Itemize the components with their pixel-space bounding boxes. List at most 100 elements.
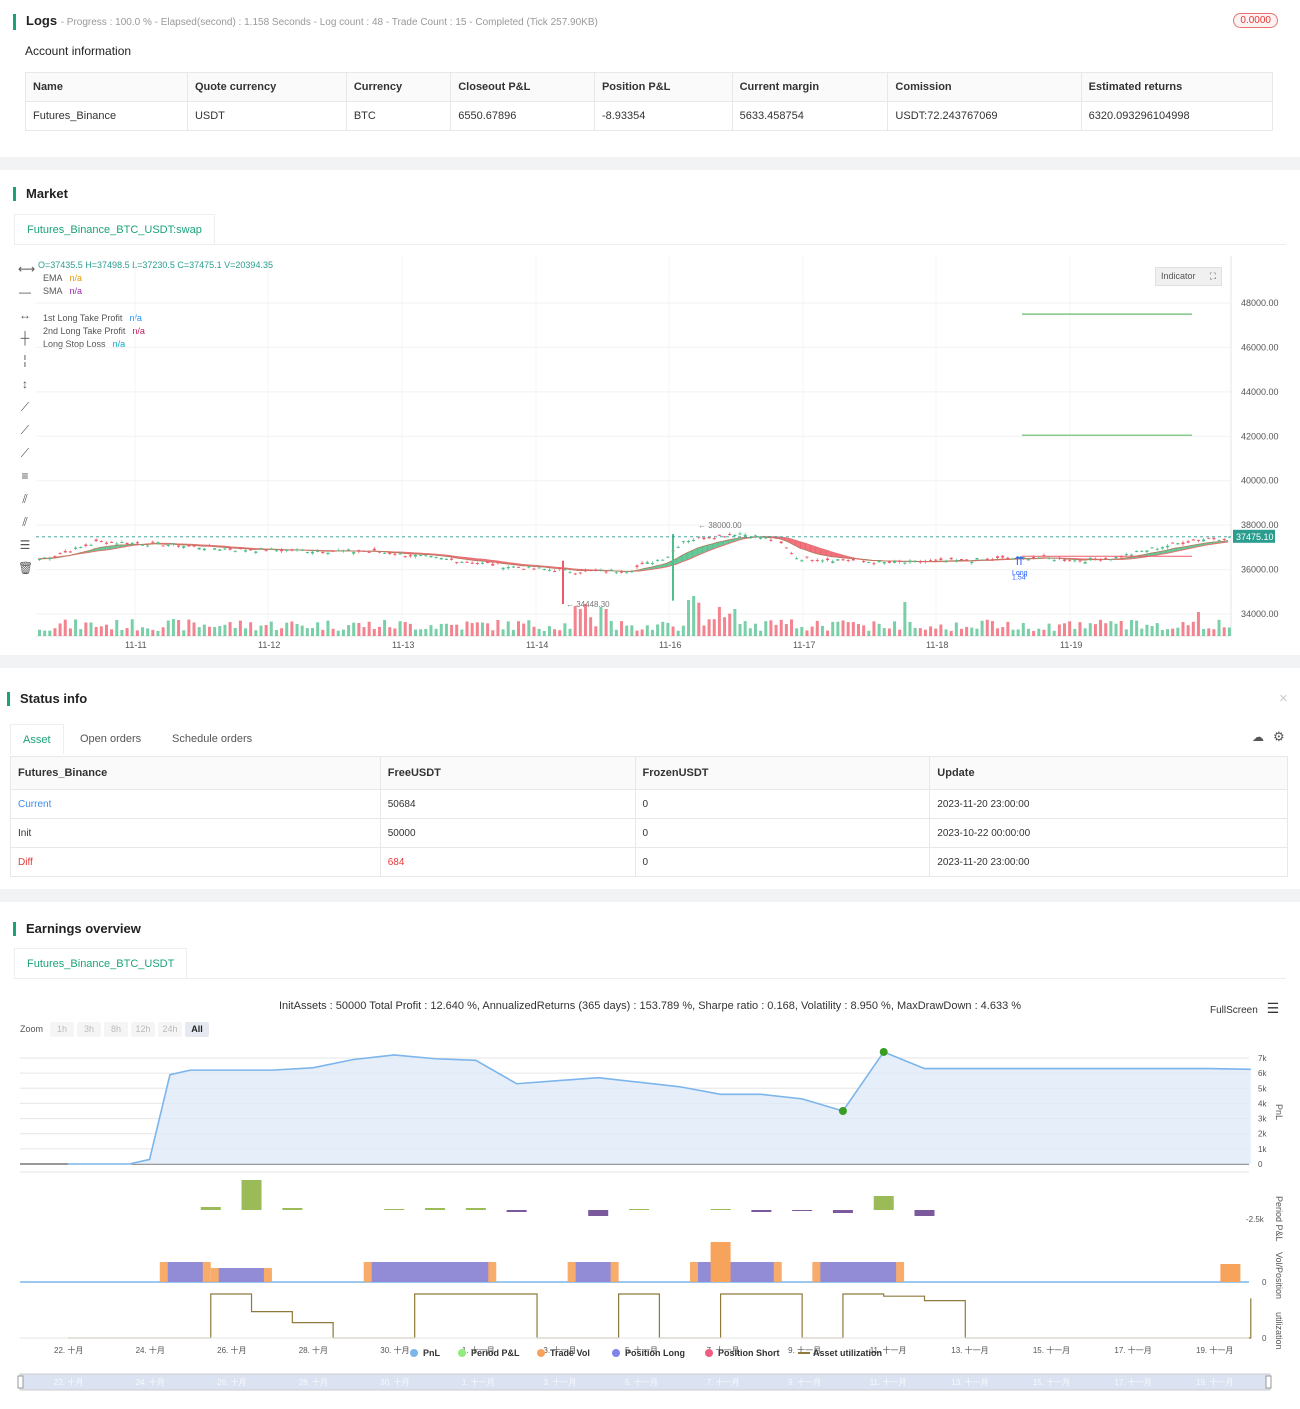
trash-icon[interactable]: 🗑 bbox=[18, 561, 34, 575]
vol-tick: 0 bbox=[1262, 1278, 1267, 1287]
account-col-header: Quote currency bbox=[186, 72, 347, 102]
candle bbox=[558, 567, 562, 570]
volume-bar bbox=[388, 627, 392, 636]
volume-bar bbox=[310, 628, 314, 636]
candle bbox=[1042, 555, 1046, 557]
volume-bar bbox=[367, 621, 371, 636]
volume-bar bbox=[784, 624, 788, 636]
candle bbox=[882, 562, 886, 564]
fibonacci-icon[interactable]: ⫽ bbox=[22, 515, 28, 529]
candle bbox=[233, 550, 237, 552]
volume-bar bbox=[656, 624, 660, 636]
period-tick: -2.5k bbox=[1246, 1215, 1265, 1224]
pnl-tick: 6k bbox=[1258, 1069, 1267, 1078]
zoom-All[interactable]: All bbox=[185, 1022, 209, 1037]
account-cell: USDT:72.243767069 bbox=[887, 101, 1082, 131]
parallel-line-icon[interactable]: ⫽ bbox=[22, 492, 28, 506]
legend-item[interactable]: Period P&L bbox=[471, 1348, 520, 1358]
volume-bar bbox=[1186, 625, 1190, 636]
vertical-line-icon[interactable]: ┼ bbox=[20, 331, 30, 345]
volume-bar bbox=[1032, 630, 1036, 636]
period-bar bbox=[384, 1209, 405, 1210]
navigator-right-handle[interactable] bbox=[1265, 1375, 1272, 1389]
util-tick: 0 bbox=[1262, 1334, 1267, 1343]
candle bbox=[48, 557, 52, 560]
time-tick: 22. 十月 bbox=[54, 1345, 83, 1355]
candle bbox=[759, 537, 763, 539]
collapse-icon[interactable]: ✕ bbox=[1278, 693, 1288, 705]
candle bbox=[1068, 560, 1072, 562]
vertical-segment-icon[interactable]: ╎ bbox=[21, 354, 29, 368]
horizontal-line-icon[interactable]: — bbox=[19, 285, 31, 299]
earnings-chart[interactable]: 7k 6k 5k 4k 3k 2k 1k 0 -2.5k 0 0 PnL Period P&L Vol/P… bbox=[0, 1042, 1300, 1409]
zoom-1h[interactable]: 1h bbox=[50, 1022, 74, 1037]
volume-bar bbox=[1047, 623, 1051, 636]
table-row: Diff 684 0 2023-11-20 23:00:00 bbox=[10, 847, 1288, 877]
earnings-tab[interactable]: Futures_Binance_BTC_USDT bbox=[14, 948, 188, 978]
period-bar bbox=[588, 1210, 609, 1216]
volume-bar bbox=[681, 625, 685, 636]
tab-open-orders[interactable]: Open orders bbox=[80, 733, 142, 745]
legend-item[interactable]: Asset utilization bbox=[813, 1348, 882, 1358]
horizontal-ray-icon[interactable]: ↔ bbox=[19, 308, 31, 322]
menu-icon: ☰ bbox=[1266, 1000, 1280, 1016]
candle bbox=[1119, 556, 1123, 558]
navigator-left-handle[interactable] bbox=[17, 1375, 24, 1389]
trade-size-label: 1.54 bbox=[1012, 575, 1026, 582]
ray-line-icon[interactable]: ⟋ bbox=[20, 423, 30, 437]
candle bbox=[207, 545, 211, 547]
legend-item[interactable]: Position Short bbox=[718, 1348, 780, 1358]
zoom-24h[interactable]: 24h bbox=[158, 1022, 182, 1037]
market-tab[interactable]: Futures_Binance_BTC_USDT:swap bbox=[14, 214, 215, 244]
price-tick: 34000.00 bbox=[1241, 609, 1279, 619]
candle bbox=[285, 549, 289, 551]
time-tick: 7. 十一月 bbox=[707, 1345, 740, 1355]
candle bbox=[990, 559, 994, 561]
trend-line-icon[interactable]: ⟋ bbox=[20, 400, 30, 414]
volume-bar bbox=[470, 623, 474, 636]
volume-bar bbox=[522, 623, 526, 636]
candle bbox=[872, 563, 876, 565]
volume-bar bbox=[1176, 627, 1180, 636]
candle bbox=[527, 566, 531, 568]
price-channel-icon[interactable]: ≡ bbox=[21, 469, 29, 483]
navigator-tick: 24. 十月 bbox=[136, 1377, 165, 1387]
candle bbox=[944, 561, 948, 563]
period-bar bbox=[506, 1210, 527, 1212]
volume-bar bbox=[295, 623, 299, 636]
candle bbox=[408, 555, 412, 557]
candlestick-chart[interactable]: 48000.00 46000.00 44000.00 42000.00 40000.00… bbox=[36, 256, 1286, 656]
zoom-8h[interactable]: 8h bbox=[104, 1022, 128, 1037]
indicator-button[interactable]: Indicator ⛶ bbox=[1155, 267, 1222, 286]
axis-label: utilization bbox=[1274, 1312, 1284, 1350]
zoom-3h[interactable]: 3h bbox=[77, 1022, 101, 1037]
candle bbox=[1011, 558, 1015, 560]
legend-item[interactable]: Position Long bbox=[625, 1348, 685, 1358]
fullscreen-button[interactable]: FullScreen ☰ bbox=[1210, 1000, 1280, 1016]
legend-marker bbox=[705, 1349, 713, 1357]
volume-bar bbox=[38, 629, 41, 636]
tab-schedule-orders[interactable]: Schedule orders bbox=[172, 733, 253, 745]
volume-bar bbox=[99, 626, 103, 636]
legend-item[interactable]: PnL bbox=[423, 1348, 441, 1358]
tab-asset[interactable]: Asset bbox=[10, 724, 64, 754]
volume-bar bbox=[851, 622, 855, 636]
legend-item[interactable]: Trade Vol bbox=[550, 1348, 590, 1358]
position-long-block bbox=[218, 1268, 264, 1282]
candle bbox=[1135, 550, 1139, 553]
segment-line-icon[interactable]: ⟋ bbox=[20, 446, 30, 460]
candle bbox=[625, 572, 629, 574]
fib-levels-icon[interactable]: ☰ bbox=[19, 538, 31, 552]
volume-bar bbox=[568, 628, 572, 636]
volume-bar bbox=[923, 629, 927, 636]
zoom-12h[interactable]: 12h bbox=[131, 1022, 155, 1037]
cloud-icon[interactable]: ☁ bbox=[1252, 730, 1264, 744]
candle bbox=[249, 549, 253, 551]
candle bbox=[985, 558, 989, 560]
candle bbox=[826, 558, 830, 561]
gear-icon[interactable]: ⚙ bbox=[1273, 729, 1285, 744]
crosshair-tool-icon[interactable]: ⟷ bbox=[18, 262, 36, 276]
status-row-name: Init bbox=[10, 818, 381, 848]
price-line-icon[interactable]: ↕ bbox=[22, 377, 28, 391]
candle bbox=[218, 549, 222, 551]
